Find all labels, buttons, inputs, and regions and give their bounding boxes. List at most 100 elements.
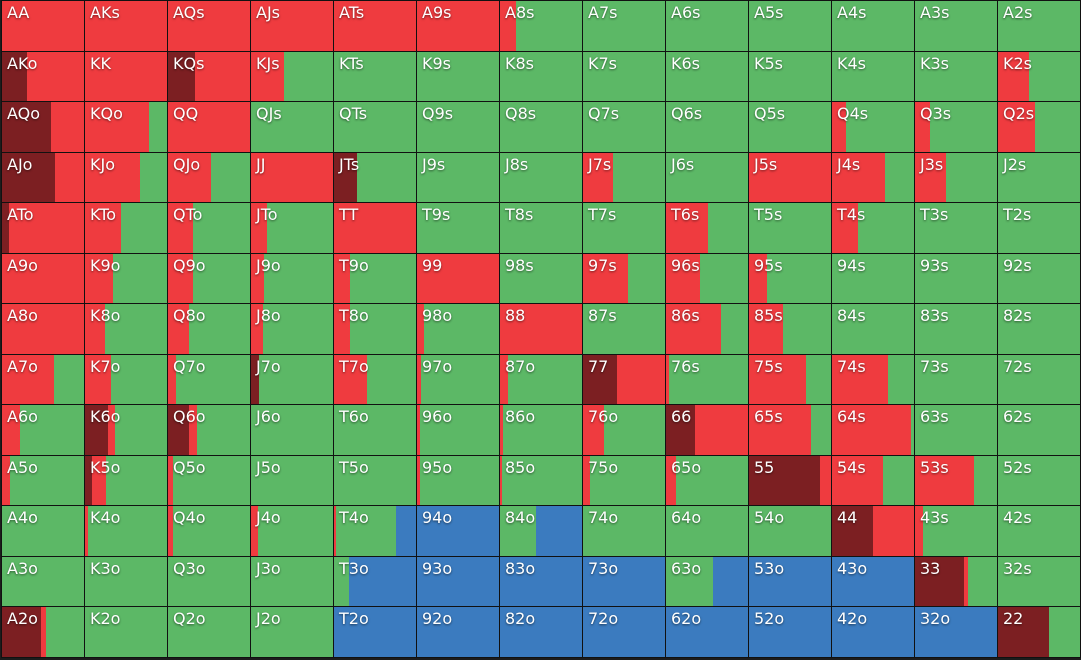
hand-cell-63s[interactable]: 63s bbox=[915, 405, 997, 455]
hand-cell-J7o[interactable]: J7o bbox=[251, 354, 333, 405]
hand-cell-ATo[interactable]: ATo bbox=[2, 203, 84, 253]
hand-cell-A6o[interactable]: A6o bbox=[2, 405, 84, 455]
hand-cell-55[interactable]: 55 bbox=[749, 455, 831, 506]
hand-cell-Q5o[interactable]: Q5o bbox=[168, 455, 250, 506]
hand-cell-J2o[interactable]: J2o bbox=[251, 607, 333, 657]
hand-cell-75s[interactable]: 75s bbox=[749, 354, 831, 405]
hand-cell-ATs[interactable]: ATs bbox=[334, 1, 416, 51]
hand-cell-K5s[interactable]: K5s bbox=[749, 51, 831, 102]
hand-cell-65o[interactable]: 65o bbox=[666, 455, 748, 506]
hand-cell-KJs[interactable]: KJs bbox=[251, 51, 333, 102]
hand-cell-J8s[interactable]: J8s bbox=[500, 152, 582, 203]
hand-cell-75o[interactable]: 75o bbox=[583, 455, 665, 506]
hand-cell-85o[interactable]: 85o bbox=[500, 455, 582, 506]
hand-cell-TT[interactable]: TT bbox=[334, 203, 416, 253]
hand-cell-Q5s[interactable]: Q5s bbox=[749, 102, 831, 152]
hand-cell-53s[interactable]: 53s bbox=[915, 455, 997, 506]
hand-cell-QJo[interactable]: QJo bbox=[168, 152, 250, 203]
hand-cell-AJs[interactable]: AJs bbox=[251, 1, 333, 51]
hand-cell-64s[interactable]: 64s bbox=[832, 405, 914, 455]
hand-cell-K3o[interactable]: K3o bbox=[85, 556, 167, 607]
hand-cell-87o[interactable]: 87o bbox=[500, 354, 582, 405]
hand-cell-Q6o[interactable]: Q6o bbox=[168, 405, 250, 455]
hand-cell-T8s[interactable]: T8s bbox=[500, 203, 582, 253]
hand-cell-52s[interactable]: 52s bbox=[998, 455, 1080, 506]
hand-cell-K7s[interactable]: K7s bbox=[583, 51, 665, 102]
hand-cell-K4s[interactable]: K4s bbox=[832, 51, 914, 102]
hand-cell-Q9s[interactable]: Q9s bbox=[417, 102, 499, 152]
hand-cell-96o[interactable]: 96o bbox=[417, 405, 499, 455]
hand-cell-93o[interactable]: 93o bbox=[417, 556, 499, 607]
hand-cell-J5s[interactable]: J5s bbox=[749, 152, 831, 203]
hand-cell-K9s[interactable]: K9s bbox=[417, 51, 499, 102]
hand-cell-66[interactable]: 66 bbox=[666, 405, 748, 455]
hand-cell-J6o[interactable]: J6o bbox=[251, 405, 333, 455]
hand-cell-85s[interactable]: 85s bbox=[749, 304, 831, 354]
hand-cell-98o[interactable]: 98o bbox=[417, 304, 499, 354]
hand-cell-32o[interactable]: 32o bbox=[915, 607, 997, 657]
hand-cell-62s[interactable]: 62s bbox=[998, 405, 1080, 455]
hand-cell-AKo[interactable]: AKo bbox=[2, 51, 84, 102]
hand-cell-A2o[interactable]: A2o bbox=[2, 607, 84, 657]
hand-cell-92s[interactable]: 92s bbox=[998, 253, 1080, 304]
hand-cell-T5s[interactable]: T5s bbox=[749, 203, 831, 253]
hand-cell-QTs[interactable]: QTs bbox=[334, 102, 416, 152]
hand-cell-Q6s[interactable]: Q6s bbox=[666, 102, 748, 152]
hand-cell-KTs[interactable]: KTs bbox=[334, 51, 416, 102]
hand-cell-73s[interactable]: 73s bbox=[915, 354, 997, 405]
hand-cell-65s[interactable]: 65s bbox=[749, 405, 831, 455]
hand-cell-52o[interactable]: 52o bbox=[749, 607, 831, 657]
hand-cell-Q2o[interactable]: Q2o bbox=[168, 607, 250, 657]
hand-cell-A7o[interactable]: A7o bbox=[2, 354, 84, 405]
hand-cell-73o[interactable]: 73o bbox=[583, 556, 665, 607]
hand-cell-Q8o[interactable]: Q8o bbox=[168, 304, 250, 354]
hand-cell-J6s[interactable]: J6s bbox=[666, 152, 748, 203]
hand-cell-33[interactable]: 33 bbox=[915, 556, 997, 607]
hand-cell-97o[interactable]: 97o bbox=[417, 354, 499, 405]
hand-cell-T2s[interactable]: T2s bbox=[998, 203, 1080, 253]
hand-cell-A8o[interactable]: A8o bbox=[2, 304, 84, 354]
hand-cell-KJo[interactable]: KJo bbox=[85, 152, 167, 203]
hand-cell-K5o[interactable]: K5o bbox=[85, 455, 167, 506]
hand-cell-94s[interactable]: 94s bbox=[832, 253, 914, 304]
hand-cell-A3s[interactable]: A3s bbox=[915, 1, 997, 51]
hand-cell-T4o[interactable]: T4o bbox=[334, 506, 416, 556]
hand-cell-76s[interactable]: 76s bbox=[666, 354, 748, 405]
hand-cell-88[interactable]: 88 bbox=[500, 304, 582, 354]
hand-cell-J3o[interactable]: J3o bbox=[251, 556, 333, 607]
hand-cell-54o[interactable]: 54o bbox=[749, 506, 831, 556]
hand-cell-J4o[interactable]: J4o bbox=[251, 506, 333, 556]
hand-cell-AJo[interactable]: AJo bbox=[2, 152, 84, 203]
hand-cell-J2s[interactable]: J2s bbox=[998, 152, 1080, 203]
hand-cell-T4s[interactable]: T4s bbox=[832, 203, 914, 253]
hand-cell-K8o[interactable]: K8o bbox=[85, 304, 167, 354]
hand-cell-63o[interactable]: 63o bbox=[666, 556, 748, 607]
hand-cell-T6o[interactable]: T6o bbox=[334, 405, 416, 455]
hand-cell-K2o[interactable]: K2o bbox=[85, 607, 167, 657]
hand-cell-K6o[interactable]: K6o bbox=[85, 405, 167, 455]
hand-cell-JTs[interactable]: JTs bbox=[334, 152, 416, 203]
hand-cell-86s[interactable]: 86s bbox=[666, 304, 748, 354]
hand-cell-QJs[interactable]: QJs bbox=[251, 102, 333, 152]
hand-cell-J3s[interactable]: J3s bbox=[915, 152, 997, 203]
hand-cell-87s[interactable]: 87s bbox=[583, 304, 665, 354]
hand-cell-JJ[interactable]: JJ bbox=[251, 152, 333, 203]
hand-cell-KK[interactable]: KK bbox=[85, 51, 167, 102]
hand-cell-J5o[interactable]: J5o bbox=[251, 455, 333, 506]
hand-cell-72o[interactable]: 72o bbox=[583, 607, 665, 657]
hand-cell-95s[interactable]: 95s bbox=[749, 253, 831, 304]
hand-cell-AQs[interactable]: AQs bbox=[168, 1, 250, 51]
hand-cell-54s[interactable]: 54s bbox=[832, 455, 914, 506]
hand-cell-T6s[interactable]: T6s bbox=[666, 203, 748, 253]
hand-cell-J9s[interactable]: J9s bbox=[417, 152, 499, 203]
hand-cell-95o[interactable]: 95o bbox=[417, 455, 499, 506]
hand-cell-32s[interactable]: 32s bbox=[998, 556, 1080, 607]
hand-cell-Q8s[interactable]: Q8s bbox=[500, 102, 582, 152]
hand-cell-94o[interactable]: 94o bbox=[417, 506, 499, 556]
hand-cell-93s[interactable]: 93s bbox=[915, 253, 997, 304]
hand-cell-74s[interactable]: 74s bbox=[832, 354, 914, 405]
hand-cell-K7o[interactable]: K7o bbox=[85, 354, 167, 405]
hand-cell-Q9o[interactable]: Q9o bbox=[168, 253, 250, 304]
hand-cell-74o[interactable]: 74o bbox=[583, 506, 665, 556]
hand-cell-A8s[interactable]: A8s bbox=[500, 1, 582, 51]
